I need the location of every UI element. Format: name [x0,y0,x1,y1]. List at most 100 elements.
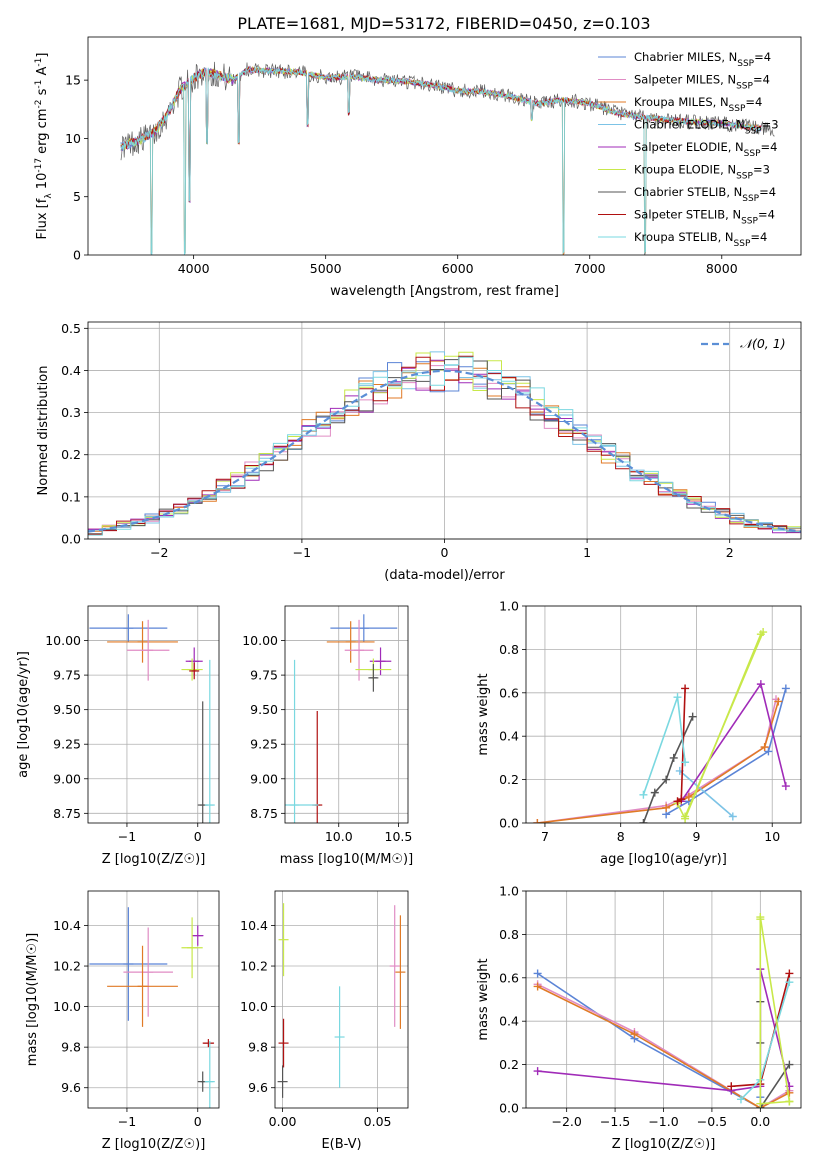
y-tick-label: 0 [73,248,81,263]
y-axis-label: mass weight [476,958,491,1040]
y-tick-label: 15 [65,73,81,88]
plot-area [88,351,801,536]
y-tick-label: 10.0 [53,999,81,1014]
axes-frame [87,605,220,824]
x-tick-label: 10.0 [325,829,353,844]
error-point [89,907,168,1021]
spectrum-series [120,61,775,255]
plus-marker [669,753,678,762]
x-tick-label: 9 [692,829,700,844]
y-tick-label: 0.1 [61,489,81,504]
weight-line [684,631,764,817]
weight-series [639,712,697,823]
weight-series [533,982,794,1108]
weight-line [759,1001,791,1108]
y-tick-label: 0.2 [499,772,519,787]
x-tick-label: 10.5 [385,829,413,844]
y-tick-label: 10.4 [53,918,81,933]
plus-marker [684,792,693,801]
y-tick-label: 0.4 [61,363,81,378]
error-point [368,664,379,692]
weight-series [681,628,768,821]
x-tick-label: −2.0 [551,1114,581,1129]
plot-area [89,614,215,823]
x-tick-label: 0.0 [750,1114,770,1129]
plus-marker [639,790,648,799]
x-tick-label: 0 [194,829,202,844]
legend-entry: Chabrier MILES, NSSP=4 [634,50,771,69]
error-point [278,1018,289,1068]
y-tick-label: 9.50 [250,702,278,717]
y-tick-label: 10.00 [45,633,81,648]
panel-mass_vs_Z: −1 0 9.6 9.8 10.0 10.2 10.4 Z [log10(Z/Z☉)] mass… [25,890,220,1152]
axes-frame [284,605,409,824]
plus-marker [785,978,794,987]
plus-marker [756,913,765,922]
legend: 𝒩(0, 1) [701,336,786,351]
weight-line [665,688,787,815]
weight-series [533,697,783,823]
y-tick-label: 1.0 [499,599,519,614]
x-tick-label: 6000 [442,261,474,276]
plus-marker [533,982,542,991]
y-tick-label: 0.3 [61,405,81,420]
x-tick-label: 0.05 [364,1114,392,1129]
plus-marker [681,758,690,767]
y-tick-label: 0.6 [499,685,519,700]
plus-marker [630,1030,639,1039]
y-tick-label: 9.6 [61,1080,81,1095]
x-tick-label: −1 [118,1114,136,1129]
plus-marker [662,803,671,812]
plus-marker [774,697,783,706]
plus-marker [533,1067,542,1076]
plus-marker [681,812,690,821]
plus-marker [677,795,686,804]
weight-series [639,693,690,799]
y-tick-label: 0.2 [499,1057,519,1072]
x-axis-label: wavelength [Angstrom, rest frame] [330,284,559,299]
y-tick-label: 10 [65,131,81,146]
x-tick-label: 10 [764,829,780,844]
panel-weight_vs_age: 7 8 9 10 0.0 0.2 0.4 0.6 0.8 1.0 age [log10(age/yr… [476,599,802,867]
plus-marker [764,747,773,756]
plot-area [89,907,215,1108]
plus-marker [639,819,648,823]
legend-entry: Kroupa STELIB, NSSP=4 [634,230,767,249]
weight-line [537,701,780,823]
x-axis-label: age [log10(age/yr)] [600,852,727,867]
plus-marker [785,1097,794,1106]
error-point [278,903,289,977]
y-tick-label: 10.4 [240,918,268,933]
y-tick-label: 5 [73,189,81,204]
x-axis-label: Z [log10(Z/Z☉)] [102,852,206,867]
x-tick-label: −2 [150,545,168,560]
y-tick-label: 0.8 [499,642,519,657]
error-point [389,905,400,1027]
y-axis-label: age [log10(age/yr)] [16,651,31,778]
plus-marker [650,788,659,797]
error-point [330,614,398,642]
y-axis-label: mass weight [476,673,491,755]
error-point [181,917,203,979]
legend-entry: Chabrier ELODIE, NSSP=3 [634,118,779,137]
panel-mass_vs_EBV: 0.00 0.05 9.6 9.8 10.0 10.2 10.4 E(B-V) [240,890,409,1152]
y-tick-label: 10.00 [242,633,278,648]
plus-marker [533,969,542,978]
plus-marker [756,1099,765,1108]
legend-entry: Kroupa MILES, NSSP=4 [634,95,762,114]
x-tick-label: −1 [118,829,136,844]
error-point [89,614,168,642]
plus-marker [673,693,682,702]
error-point [192,925,204,946]
y-tick-label: 10.2 [53,959,81,974]
y-tick-label: 8.75 [53,806,81,821]
error-point [202,1039,215,1048]
panel-residuals: −2 −1 0 1 2 0.0 0.1 0.2 0.3 0.4 0.5 (data-model)/er… [36,321,802,583]
plus-marker [662,775,671,784]
y-tick-label: 1.0 [499,884,519,899]
y-tick-label: 0.4 [499,1014,519,1029]
y-tick-label: 9.75 [250,668,278,683]
weight-line [676,633,762,821]
y-tick-label: 9.8 [61,1040,81,1055]
x-tick-label: 0 [441,545,449,560]
